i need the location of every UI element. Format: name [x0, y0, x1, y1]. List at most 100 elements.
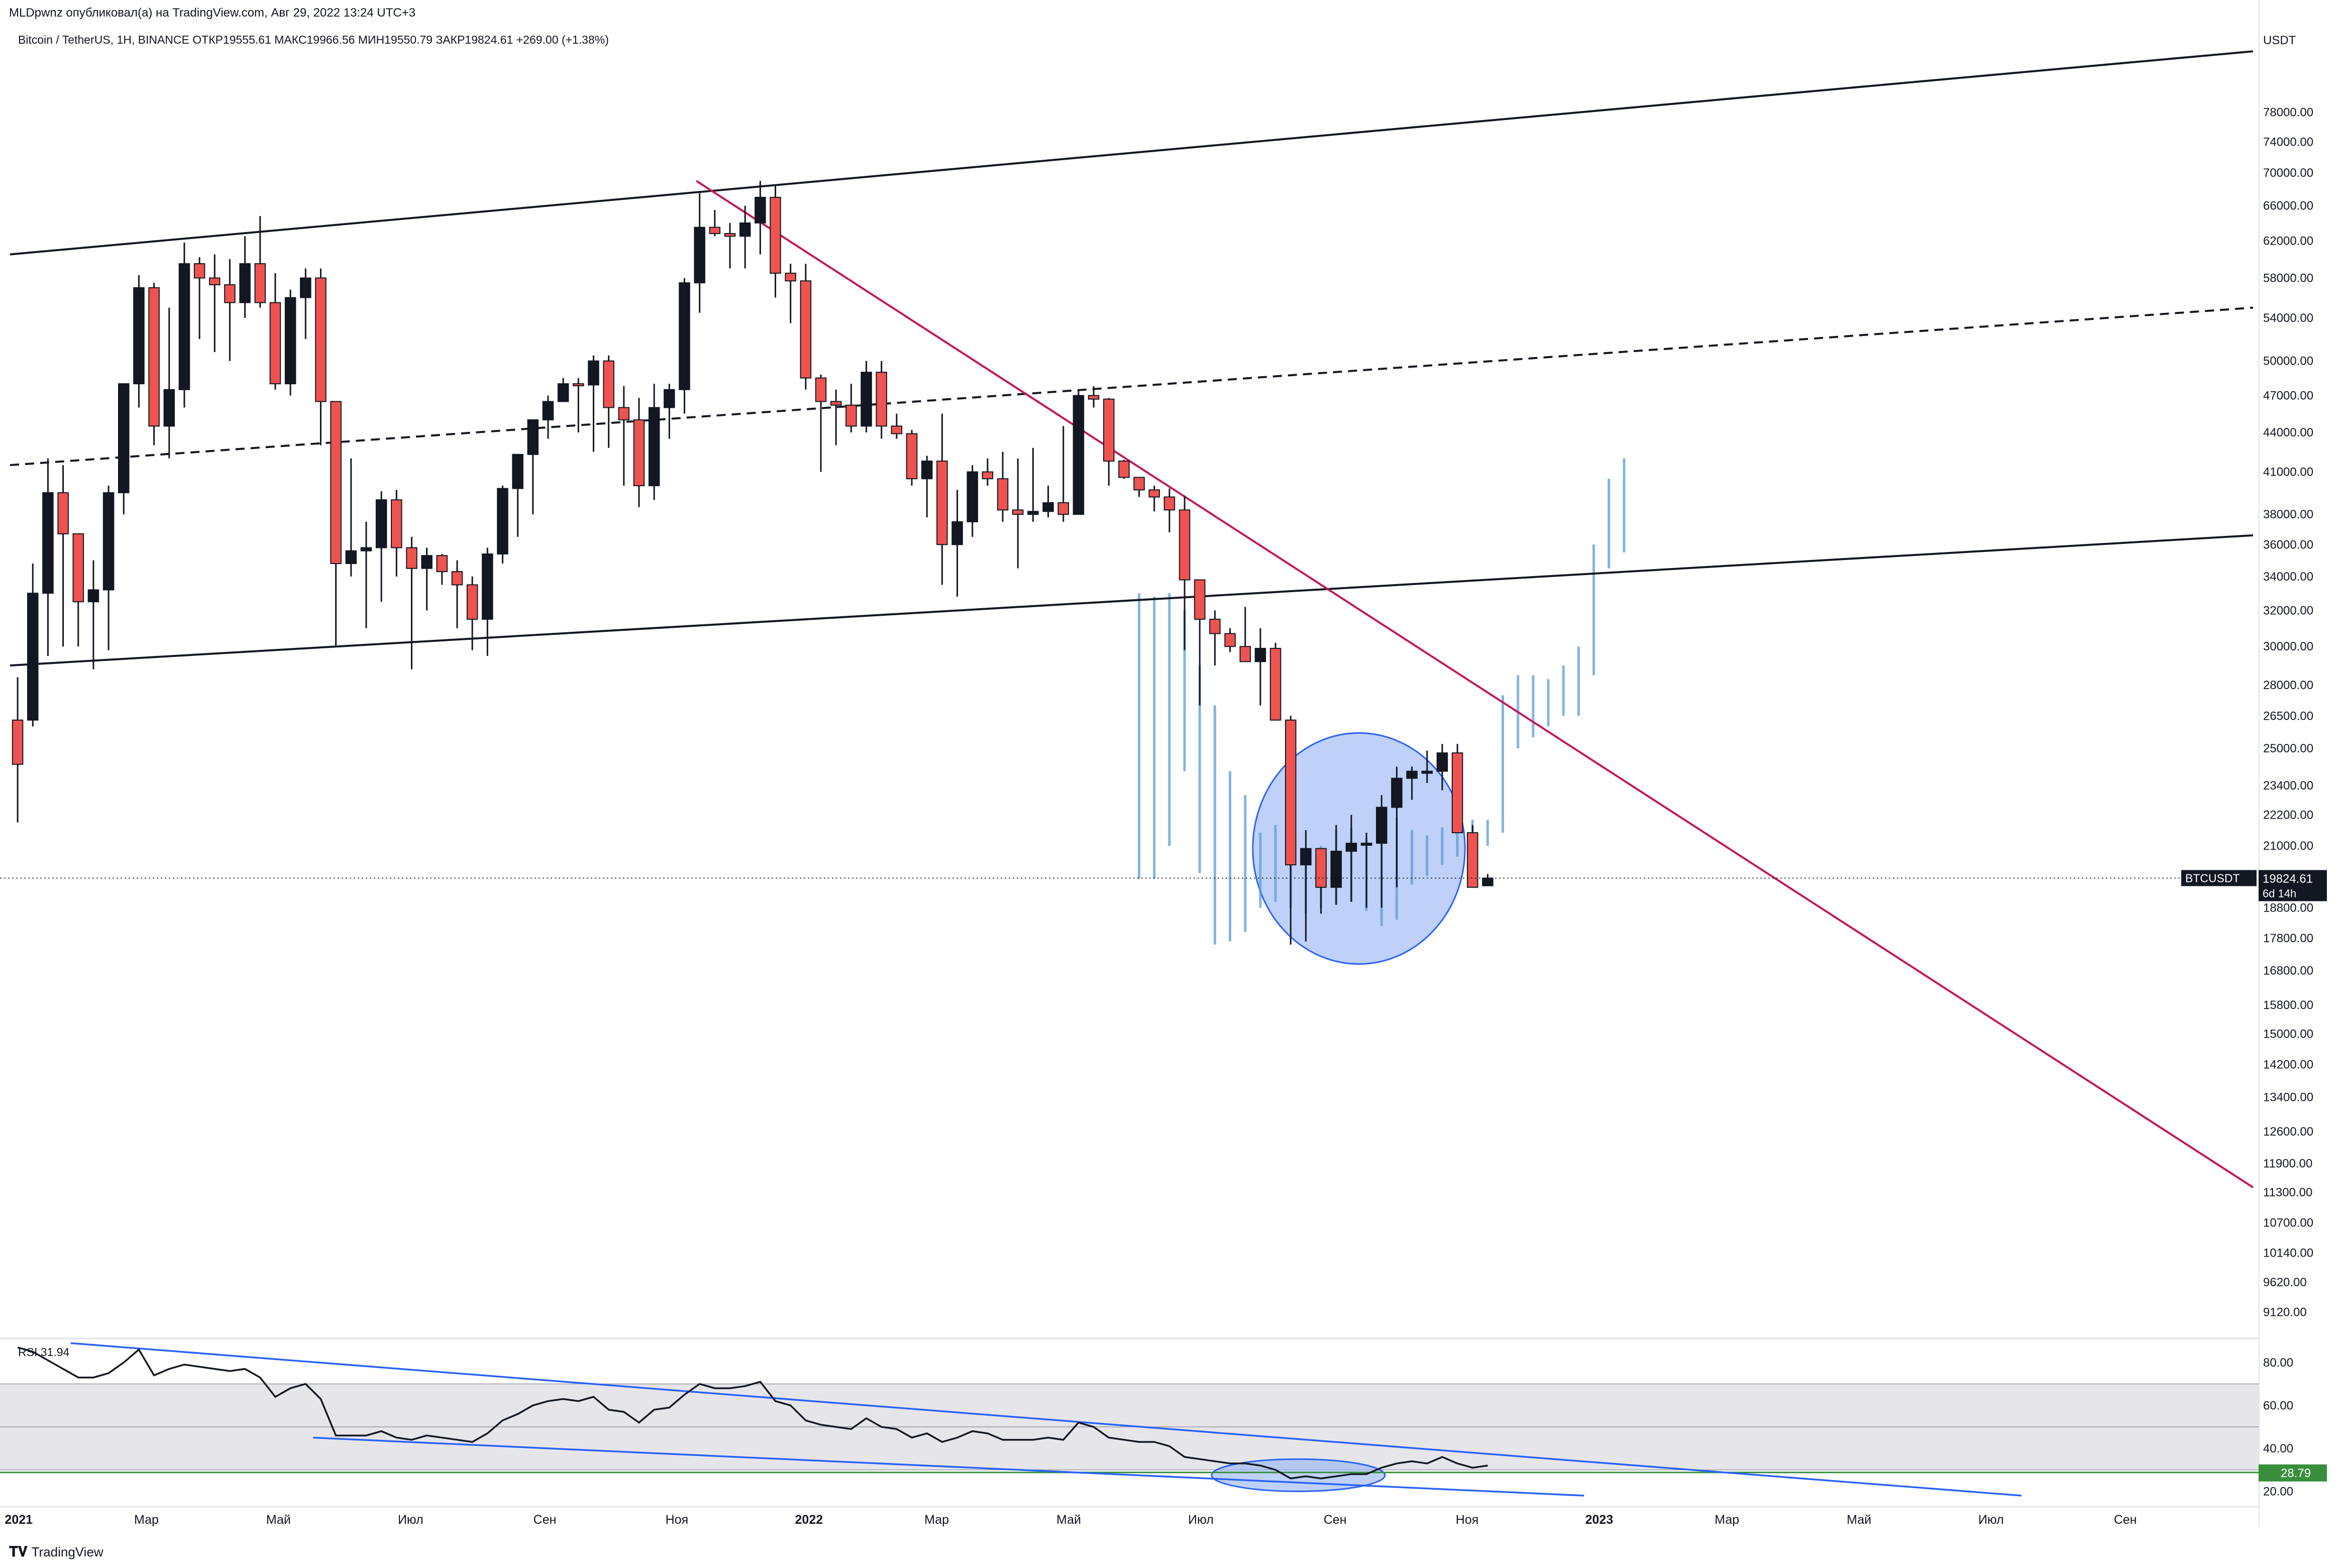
candle-body [1315, 848, 1327, 888]
price-tick-label: 12600.00 [2263, 1125, 2313, 1139]
rsi-upper-trend-line [70, 1342, 2021, 1497]
candle [148, 283, 160, 445]
candle-body [148, 287, 160, 427]
candle-body [27, 593, 39, 721]
candle-body [133, 287, 145, 385]
rsi-value-tag-bg [2259, 1464, 2327, 1482]
candle-body [1118, 461, 1130, 478]
time-tick-label: Май [1847, 1513, 1871, 1527]
candle-body [815, 377, 827, 402]
candle-body [1224, 633, 1236, 647]
candle [785, 264, 796, 323]
candle [1391, 766, 1403, 887]
rsi-tick-label: 20.00 [2263, 1485, 2293, 1498]
rsi-line [17, 1347, 1488, 1480]
candle-body [1436, 752, 1448, 772]
candle-body [209, 277, 221, 285]
candle-body [557, 383, 569, 402]
tradingview-logo-icon: 𝐓𝐕 [9, 1544, 28, 1559]
candle [315, 268, 327, 445]
candle-body [375, 499, 387, 548]
candle [542, 395, 554, 439]
candle [876, 361, 887, 439]
time-tick-label: Сен [533, 1513, 557, 1527]
rsi-tick-label: 60.00 [2263, 1399, 2293, 1412]
currency-label: USDT [2263, 34, 2296, 47]
price-tick-label: 17800.00 [2263, 932, 2313, 945]
candle-body [12, 719, 24, 765]
candle-body [239, 263, 251, 303]
candle-body [755, 196, 766, 223]
candle-body [330, 401, 342, 565]
candle-body [1254, 647, 1266, 662]
price-tick-label: 62000.00 [2263, 234, 2313, 248]
price-tick-label: 9120.00 [2263, 1306, 2307, 1319]
candle [1209, 610, 1221, 665]
candle-body [118, 383, 130, 494]
candle [1194, 579, 1206, 706]
candle-body [436, 555, 448, 573]
candle-body [830, 401, 842, 406]
candle [921, 456, 933, 518]
candle-body [770, 196, 781, 274]
candle [27, 564, 39, 727]
candle-body [1163, 496, 1176, 511]
candle-body [845, 404, 857, 427]
candle-body [1133, 477, 1145, 491]
candle [1163, 488, 1176, 532]
candle [724, 222, 736, 269]
footer-brand[interactable]: 𝐓𝐕 TradingView [9, 1544, 103, 1560]
candle [1073, 389, 1085, 515]
price-tick-label: 66000.00 [2263, 199, 2313, 213]
candle-body [178, 263, 190, 390]
candle-body [360, 547, 372, 551]
candle-body [1088, 395, 1100, 400]
price-tick-label: 34000.00 [2263, 570, 2313, 584]
countdown-label: 6d 14h [2263, 887, 2296, 900]
candle-body [967, 471, 978, 522]
candle-body [1345, 842, 1357, 852]
price-tick-label: 30000.00 [2263, 640, 2313, 653]
time-tick-label: 2023 [1585, 1513, 1614, 1527]
candle [224, 259, 236, 361]
candle [391, 490, 402, 577]
time-tick-label: Ноя [1456, 1513, 1479, 1527]
candle-body [466, 584, 478, 620]
candle-body [618, 407, 630, 420]
candle-body [573, 383, 584, 387]
candle-body [1406, 770, 1418, 779]
candle [1467, 825, 1478, 888]
candle-body [1209, 618, 1221, 634]
time-tick-label: Июл [1188, 1513, 1214, 1527]
candle-body [163, 389, 175, 427]
candle [12, 677, 24, 823]
candle [482, 547, 493, 656]
candle-body [315, 277, 327, 402]
candle-body [1042, 502, 1054, 512]
candle [694, 193, 705, 313]
candle [1057, 426, 1069, 522]
candle [603, 355, 614, 448]
candle [497, 486, 508, 564]
candle [1285, 716, 1297, 945]
candle [527, 419, 539, 515]
candle [178, 242, 190, 408]
candle-body [921, 461, 933, 480]
candle-body [482, 553, 493, 620]
candle [209, 254, 221, 353]
candle-body [906, 433, 918, 480]
time-tick-label: Май [1056, 1513, 1081, 1527]
candle-body [679, 282, 690, 390]
candle [72, 533, 84, 647]
candle [193, 257, 205, 340]
price-tick-label: 74000.00 [2263, 135, 2313, 149]
candle-body [512, 454, 523, 489]
price-tick-label: 11300.00 [2263, 1186, 2312, 1199]
candle [239, 236, 251, 318]
candle-body [936, 461, 948, 545]
candle [1345, 815, 1357, 902]
candle [1239, 607, 1251, 662]
price-tick-label: 50000.00 [2263, 355, 2313, 368]
candle-body [527, 419, 539, 455]
